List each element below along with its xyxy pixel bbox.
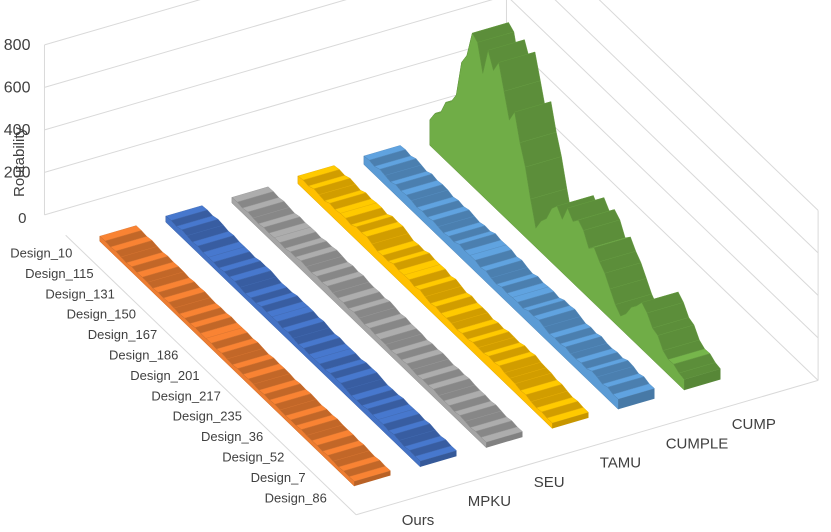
- series-label: TAMU: [600, 455, 641, 472]
- series-ribbons: [99, 22, 721, 487]
- category-label: Design_115: [25, 266, 93, 281]
- category-label: Design_235: [173, 409, 242, 424]
- series-label: MPKU: [468, 493, 511, 510]
- category-label: Design_217: [151, 388, 220, 403]
- category-label: Design_201: [130, 368, 199, 383]
- series-cumple-ribbon: [363, 145, 655, 410]
- category-label: Design_7: [251, 470, 306, 485]
- y-tick-label: 600: [4, 79, 31, 96]
- series-ours-ribbon: [99, 225, 391, 487]
- series-cumple-end-cap: [618, 388, 655, 410]
- y-tick-label: 0: [18, 210, 26, 227]
- category-label: Design_10: [10, 246, 72, 261]
- category-label: Design_150: [67, 307, 136, 322]
- series-cumple-front-face: [363, 155, 619, 410]
- category-label: Design_167: [88, 327, 157, 342]
- category-axis: Design_10 Design_115 Design_131 Design_150 D…: [10, 246, 327, 506]
- category-label: Design_186: [109, 348, 178, 363]
- gridline: [44, 0, 819, 296]
- gridline: [44, 0, 819, 211]
- y-axis-title: Routability: [11, 126, 28, 197]
- series-ours-end-cap: [354, 470, 391, 487]
- category-label: Design_86: [265, 490, 327, 505]
- series-cump-ribbon: [429, 22, 721, 391]
- series-tamu-end-cap: [552, 412, 589, 429]
- y-tick-label: 800: [4, 37, 31, 54]
- series-label: CUMPLE: [666, 435, 729, 452]
- category-label: Design_131: [45, 286, 114, 301]
- category-label: Design_36: [201, 429, 263, 444]
- series-tamu-ribbon: [297, 165, 589, 430]
- series-seu-front-face: [231, 196, 487, 449]
- series-mpku-end-cap: [420, 450, 457, 467]
- series-cump-front-face: [429, 32, 685, 391]
- floor-edge: [65, 234, 357, 516]
- gridline: [44, 0, 819, 254]
- series-label: Ours: [402, 512, 435, 529]
- series-label: CUMP: [732, 416, 776, 433]
- series-tamu-front-face: [297, 175, 553, 430]
- series-seu-end-cap: [486, 431, 523, 448]
- series-mpku-front-face: [165, 215, 421, 468]
- y-tick-label: 400: [4, 122, 31, 139]
- series-cump-end-cap: [684, 368, 721, 391]
- category-label: Design_52: [222, 450, 284, 465]
- series-seu-ribbon: [231, 186, 523, 449]
- series-ours-front-face: [99, 235, 355, 487]
- y-axis: Routability 200 400 600 800 0: [4, 37, 31, 227]
- y-tick-label: 200: [4, 164, 31, 181]
- series-label: SEU: [534, 474, 565, 491]
- floor-edge: [355, 379, 819, 516]
- series-mpku-ribbon: [165, 205, 457, 468]
